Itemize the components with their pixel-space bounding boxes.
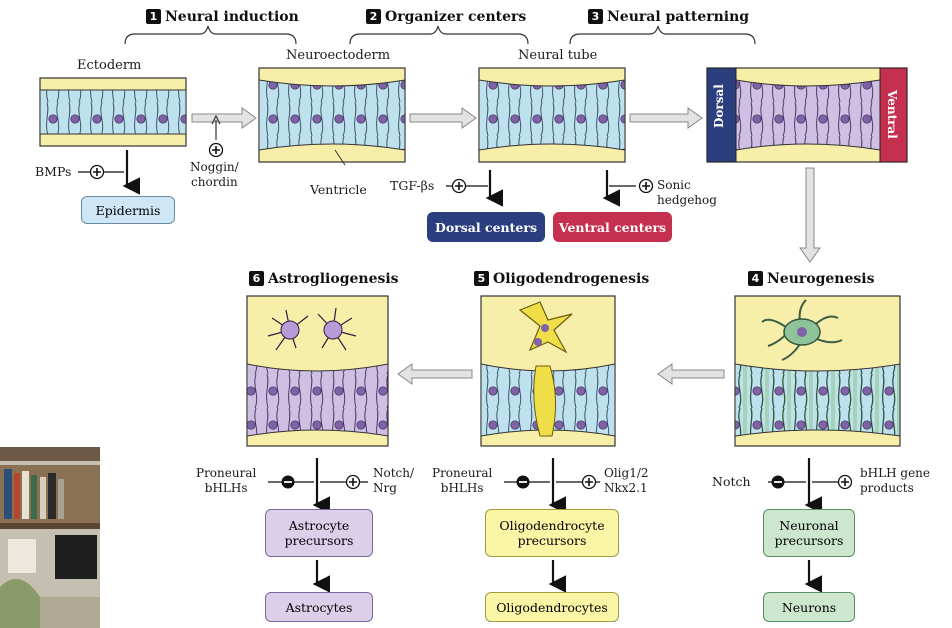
step-neurogenesis: 4 Neurogenesis [748, 271, 874, 287]
bmps-label: BMPs [35, 164, 72, 179]
step-neural-patterning: 3 Neural patterning [588, 9, 749, 25]
noggin-plus-symbol [208, 142, 224, 158]
ventral-centers-box: Ventral centers [553, 212, 672, 242]
tgf-label: TGF-βs [390, 178, 435, 193]
dorsal-label: Dorsal [712, 84, 726, 128]
notch-nrg-label: Notch/Nrg [373, 466, 415, 495]
notch-label: Notch [712, 474, 751, 489]
neurogenesis-regulators [768, 474, 853, 490]
neurogenesis-panel [734, 295, 901, 447]
oligo-regulators [504, 474, 600, 490]
oligodendrocyte-precursors-box: Oligodendrocyte precursors [485, 509, 619, 557]
noggin-chordin-label: Noggin/chordin [190, 160, 239, 189]
ectoderm-label: Ectoderm [77, 58, 142, 73]
ventricle-label: Ventricle [310, 182, 367, 197]
astrogliogenesis-panel [246, 295, 389, 447]
sonic-hedgehog-label: Sonic hedgehog [657, 178, 717, 207]
astrocytes-box: Astrocytes [265, 592, 373, 622]
tgf-plus-symbol [446, 178, 488, 194]
lineage-arrows [312, 458, 823, 593]
astro-regulators [268, 474, 368, 490]
induction-arrows [122, 150, 621, 207]
neural-tube-label: Neural tube [518, 48, 598, 63]
section-brackets [124, 25, 756, 45]
patterned-tube-tissue [706, 67, 908, 163]
shh-plus-symbol [609, 178, 654, 194]
proneural-astro-label: Proneural bHLHs [196, 466, 257, 495]
bmps-plus-symbol [78, 164, 124, 180]
neural-tube-tissue [478, 67, 626, 163]
neuronal-precursors-box: Neuronal precursors [763, 509, 855, 557]
step-neural-induction: 1 Neural induction [146, 9, 299, 25]
step-astrogliogenesis: 6 Astrogliogenesis [249, 271, 399, 287]
ectoderm-tissue [39, 77, 187, 147]
neuroectoderm-label: Neuroectoderm [286, 48, 391, 63]
ventricle-pointer [334, 149, 346, 166]
dorsal-centers-box: Dorsal centers [427, 212, 545, 242]
neuroectoderm-tissue [258, 67, 406, 163]
step-oligodendrogenesis: 5 Oligodendrogenesis [474, 271, 649, 287]
oligodendrocytes-box: Oligodendrocytes [485, 592, 619, 622]
oligodendrogenesis-panel [480, 295, 616, 447]
webcam-video-frame [0, 447, 100, 628]
ventral-label: Ventral [885, 90, 899, 139]
epidermis-box: Epidermis [81, 196, 175, 224]
step-organizer-centers: 2 Organizer centers [366, 9, 526, 25]
proneural-oligo-label: Proneural bHLHs [432, 466, 493, 495]
bhlh-products-label: bHLH gene products [860, 466, 931, 495]
top-flow-arrows [191, 107, 821, 385]
olig-nkx-label: Olig1/2 Nkx2.1 [604, 466, 649, 495]
astrocyte-precursors-box: Astrocyte precursors [265, 509, 373, 557]
neurons-box: Neurons [763, 592, 855, 622]
webcam-feed [0, 447, 100, 628]
